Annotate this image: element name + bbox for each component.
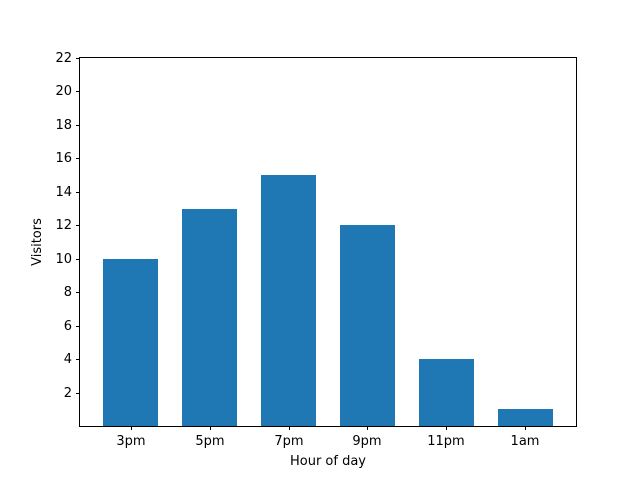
y-tick-label: 18 bbox=[55, 118, 72, 133]
x-tick-mark bbox=[210, 426, 211, 430]
y-tick-mark bbox=[76, 326, 80, 327]
y-tick-mark bbox=[76, 158, 80, 159]
y-tick-label: 8 bbox=[63, 285, 72, 300]
y-axis-label: Visitors bbox=[30, 218, 45, 266]
y-tick-mark bbox=[76, 225, 80, 226]
y-tick-mark bbox=[76, 125, 80, 126]
y-tick-mark bbox=[76, 393, 80, 394]
y-tick-label: 16 bbox=[55, 151, 72, 166]
y-tick-mark bbox=[76, 58, 80, 59]
y-tick-label: 20 bbox=[55, 84, 72, 99]
bar-3pm bbox=[103, 259, 159, 426]
y-tick-label: 4 bbox=[63, 352, 72, 367]
x-tick-label: 7pm bbox=[274, 434, 304, 449]
y-tick-label: 14 bbox=[55, 185, 72, 200]
x-tick-label: 3pm bbox=[116, 434, 146, 449]
y-tick-label: 22 bbox=[55, 51, 72, 66]
bar-5pm bbox=[182, 209, 238, 426]
bar-7pm bbox=[261, 175, 317, 426]
x-tick-label: 1am bbox=[510, 434, 540, 449]
x-tick-label: 5pm bbox=[195, 434, 225, 449]
y-tick-mark bbox=[76, 359, 80, 360]
bar-1am bbox=[497, 409, 553, 426]
y-tick-mark bbox=[76, 91, 80, 92]
plot-area bbox=[79, 57, 577, 427]
y-tick-label: 2 bbox=[63, 386, 72, 401]
x-tick-label: 9pm bbox=[352, 434, 382, 449]
y-tick-mark bbox=[76, 259, 80, 260]
bar-9pm bbox=[339, 225, 395, 426]
y-tick-label: 10 bbox=[55, 252, 72, 267]
bar-11pm bbox=[418, 359, 474, 426]
x-tick-mark bbox=[446, 426, 447, 430]
y-tick-label: 12 bbox=[55, 218, 72, 233]
x-tick-mark bbox=[525, 426, 526, 430]
x-tick-mark bbox=[289, 426, 290, 430]
y-tick-label: 6 bbox=[63, 319, 72, 334]
x-tick-mark bbox=[131, 426, 132, 430]
y-tick-mark bbox=[76, 292, 80, 293]
y-tick-mark bbox=[76, 192, 80, 193]
x-tick-mark bbox=[367, 426, 368, 430]
x-tick-label: 11pm bbox=[427, 434, 465, 449]
x-axis-label: Hour of day bbox=[289, 454, 367, 469]
